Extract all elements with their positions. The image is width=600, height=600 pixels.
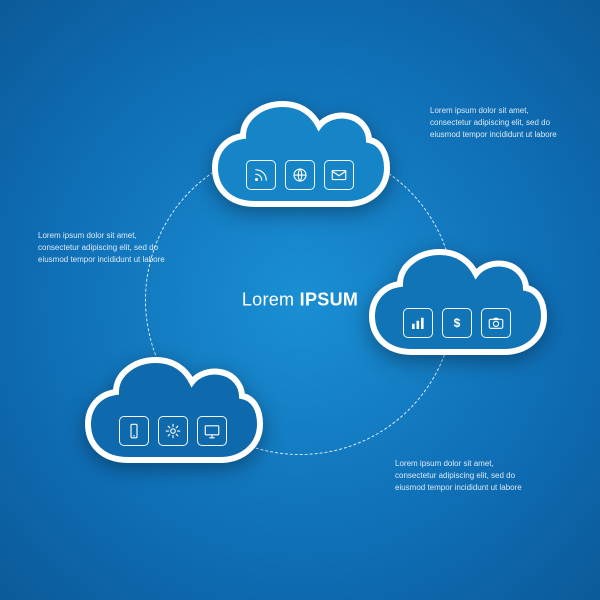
gear-icon	[158, 416, 188, 446]
infographic-stage: Lorem IPSUM $ Lorem ipsum dolor sit amet…	[0, 0, 600, 600]
cloud-right: $	[362, 240, 552, 364]
globe-icon	[285, 160, 315, 190]
monitor-icon	[197, 416, 227, 446]
camera-icon	[481, 308, 511, 338]
blurb-left: Lorem ipsum dolor sit amet, consectetur …	[38, 230, 168, 266]
mail-icon	[324, 160, 354, 190]
bars-icon	[403, 308, 433, 338]
blurb-top-right: Lorem ipsum dolor sit amet, consectetur …	[430, 105, 560, 141]
svg-text:$: $	[454, 316, 461, 330]
center-title-light: Lorem	[242, 290, 295, 310]
center-title-bold: IPSUM	[300, 290, 359, 310]
cloud-top-icons	[246, 160, 354, 190]
cloud-bottom-icons	[119, 416, 227, 446]
blurb-bottom-right: Lorem ipsum dolor sit amet, consectetur …	[395, 458, 525, 494]
rss-icon	[246, 160, 276, 190]
center-title: Lorem IPSUM	[242, 290, 358, 311]
cloud-top	[205, 92, 395, 216]
dollar-icon: $	[442, 308, 472, 338]
cloud-bottom	[78, 348, 268, 472]
cloud-right-icons: $	[403, 308, 511, 338]
phone-icon	[119, 416, 149, 446]
